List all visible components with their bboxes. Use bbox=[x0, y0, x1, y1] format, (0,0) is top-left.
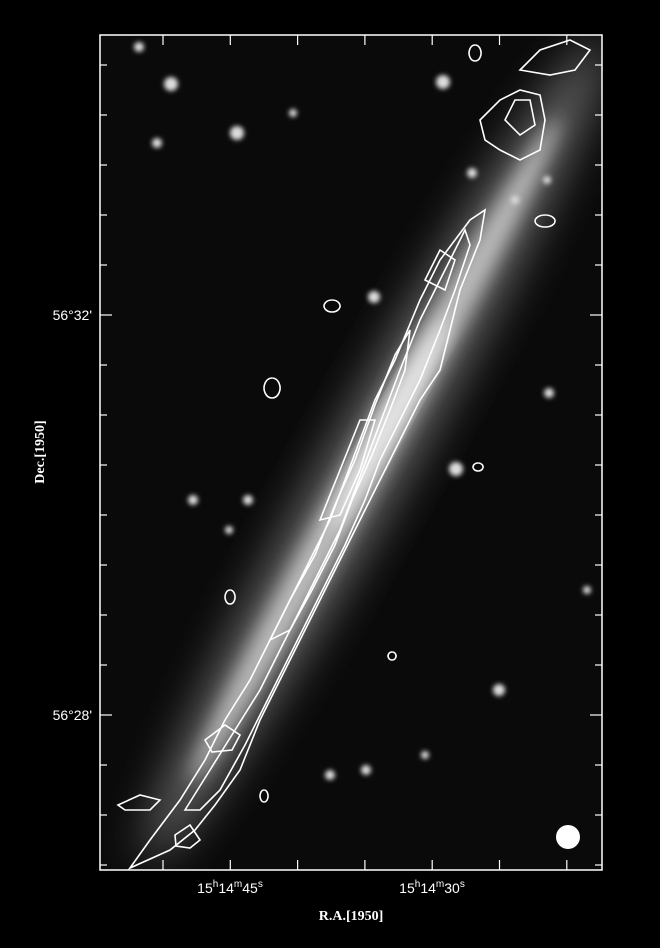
x-tick-label: 15h14m30s bbox=[399, 879, 465, 896]
x-tick-label-part: 45 bbox=[242, 880, 258, 896]
x-tick-label: 15h14m45s bbox=[197, 879, 263, 896]
x-tick-label-part: 30 bbox=[444, 880, 460, 896]
beam bbox=[556, 825, 580, 849]
x-tick-label-part: 14 bbox=[420, 880, 436, 896]
x-tick-label-part: m bbox=[234, 879, 242, 890]
x-tick-label-part: m bbox=[436, 879, 444, 890]
y-tick-label: 56°32' bbox=[53, 307, 92, 323]
x-tick-label-part: 15 bbox=[399, 880, 415, 896]
contours bbox=[116, 39, 592, 870]
x-tick-label-part: s bbox=[460, 879, 465, 890]
ticks bbox=[100, 35, 602, 870]
x-tick-label-part: h bbox=[415, 879, 421, 890]
frame bbox=[99, 34, 603, 871]
y-axis-title: Dec.[1950] bbox=[33, 420, 48, 483]
x-tick-label-part: s bbox=[258, 879, 263, 890]
x-tick-label-part: 15 bbox=[197, 880, 213, 896]
image bbox=[100, 35, 602, 870]
y-tick-label: 56°28' bbox=[53, 707, 92, 723]
x-tick-label-part: 14 bbox=[218, 880, 234, 896]
x-axis-title: R.A.[1950] bbox=[319, 909, 384, 924]
x-tick-label-part: h bbox=[213, 879, 219, 890]
